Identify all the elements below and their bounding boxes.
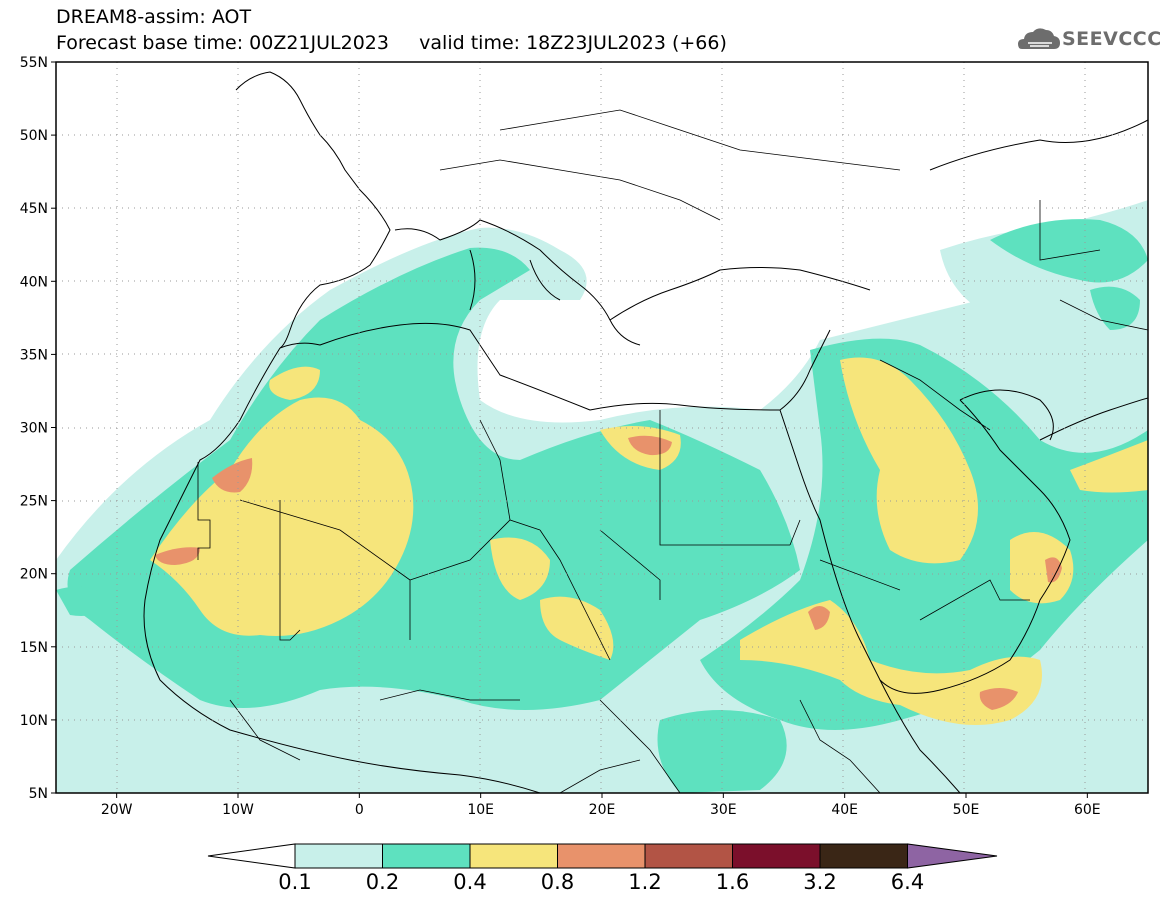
lat-label: 5N <box>29 786 48 802</box>
colorbar-low-arrow <box>207 843 296 869</box>
lat-label: 50N <box>20 128 48 144</box>
lon-label: 20E <box>589 802 616 818</box>
logo-text: SEEVCCC <box>1062 28 1162 50</box>
colorbar-label: 1.6 <box>715 870 750 894</box>
lon-label: 40E <box>831 802 858 818</box>
aot-fields <box>56 62 1148 793</box>
colorbar-label: 0.4 <box>453 870 487 894</box>
lon-label: 10W <box>222 802 254 818</box>
lat-label: 15N <box>20 640 48 656</box>
cloud-icon <box>1018 28 1060 49</box>
lon-label: 0 <box>355 802 364 818</box>
valid-time-label: valid time: 18Z23JUL2023 (+66) <box>419 32 727 54</box>
lat-label: 20N <box>20 567 48 583</box>
grid <box>56 62 1148 793</box>
lat-label: 30N <box>20 421 48 437</box>
lon-label: 60E <box>1074 802 1101 818</box>
base-time-label: Forecast base time: 00Z21JUL2023 <box>56 32 389 54</box>
colorbar-label: 0.1 <box>278 870 312 894</box>
colorbar-high-arrow <box>907 843 998 869</box>
colorbar-swatch <box>732 843 821 869</box>
map-title: DREAM8-assim: AOT <box>56 6 252 28</box>
lat-label: 10N <box>20 713 48 729</box>
lon-label: 20W <box>101 802 133 818</box>
colorbar-swatch <box>644 843 733 869</box>
coastlines <box>143 71 1148 793</box>
lat-label: 55N <box>20 55 48 71</box>
colorbar-label: 0.2 <box>365 870 400 894</box>
borders <box>197 109 1148 793</box>
lat-label: 35N <box>20 347 48 363</box>
lat-label: 40N <box>20 274 48 290</box>
lon-label: 10E <box>467 802 494 818</box>
colorbar-swatch <box>469 843 558 869</box>
lat-axis: 55N 50N 45N 40N 35N 30N 25N 20N 15N 10N 5N <box>20 55 56 802</box>
colorbar-swatch <box>557 843 646 869</box>
map-subtitle: Forecast base time: 00Z21JUL2023 valid t… <box>56 32 727 54</box>
colorbar-swatch <box>819 843 908 869</box>
lon-label: 30E <box>710 802 737 818</box>
colorbar-label: 6.4 <box>890 870 925 894</box>
colorbar-swatch <box>382 843 471 869</box>
colorbar-label: 1.2 <box>628 870 662 894</box>
lat-label: 25N <box>20 494 48 510</box>
colorbar-label: 0.8 <box>540 870 575 894</box>
lat-label: 45N <box>20 201 48 217</box>
colorbar-swatch <box>294 843 383 869</box>
lon-axis: 20W 10W 0 10E 20E 30E 40E 50E 60E <box>101 793 1101 818</box>
lon-label: 50E <box>953 802 980 818</box>
colorbar-label: 3.2 <box>803 870 837 894</box>
